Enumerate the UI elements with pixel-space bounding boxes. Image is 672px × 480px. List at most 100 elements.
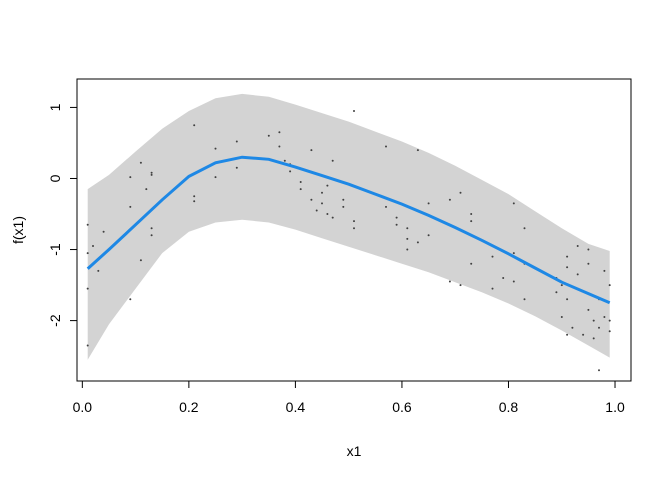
x-axis: 0.0 0.2 0.4 0.6 0.8 1.0 [73,380,625,415]
data-point [129,176,132,179]
y-axis: -2 -1 0 1 [47,103,78,327]
data-point [353,110,355,112]
data-point [193,200,196,203]
data-point [491,255,494,258]
x-tick-label: 0.0 [73,399,93,415]
data-point [470,213,473,215]
data-point [310,149,313,152]
y-axis-title: f(x1) [10,216,26,244]
data-point [385,205,387,208]
data-point [448,280,451,283]
data-point [235,166,238,169]
data-point [502,277,505,279]
data-point [326,184,329,187]
x-axis-title: x1 [347,443,362,459]
data-point [86,252,89,255]
data-point [512,252,515,255]
data-point [459,284,462,287]
data-point [97,269,100,272]
x-tick-label: 1.0 [605,399,625,415]
data-point [326,213,329,215]
data-point [385,145,387,148]
data-point [512,202,515,205]
data-point [523,227,526,230]
data-point [406,227,409,230]
data-point [608,284,611,287]
data-point [571,326,574,329]
data-point [512,280,515,283]
data-point [608,319,611,322]
data-point [587,308,590,311]
data-point [193,195,196,198]
data-point [150,171,153,174]
data-point [267,134,270,137]
data-point [342,205,345,208]
data-point [86,287,89,290]
confidence-band [87,93,610,360]
data-point [576,245,579,247]
data-point [150,234,153,237]
data-point [555,291,558,294]
data-point [470,220,473,223]
data-point [86,344,89,347]
data-point [331,159,334,162]
data-point [587,262,590,265]
data-point [129,298,132,301]
y-tick-label: 0 [47,174,63,182]
y-tick-label: 1 [47,103,63,111]
data-point [566,266,569,269]
data-point [353,220,355,223]
data-point [86,223,89,226]
x-tick-label: 0.2 [179,399,199,415]
data-point [278,131,281,134]
data-point [427,234,430,237]
data-point [214,147,217,150]
data-point [145,188,148,191]
data-point [283,159,286,162]
data-point [129,205,132,208]
data-point [470,262,473,265]
data-point [395,223,398,226]
data-point [278,145,281,148]
data-point [139,259,142,262]
data-point [331,216,334,219]
data-point [560,316,563,318]
data-point [315,209,318,212]
data-point [150,173,153,176]
y-tick-label: -1 [47,243,63,256]
data-point [587,248,590,251]
data-point [353,227,355,230]
data-point [310,198,313,201]
data-point [150,227,153,230]
data-point [491,287,494,290]
data-point [608,330,611,333]
x-tick-label: 0.4 [286,399,306,415]
data-point [603,269,606,272]
data-point [448,198,451,201]
data-point [406,237,409,240]
data-point [592,337,595,340]
data-point [598,326,600,329]
data-point [459,191,462,194]
data-point [582,333,585,336]
data-point [592,319,595,322]
data-point [395,216,398,219]
y-tick-label: -2 [47,314,63,327]
data-point [235,140,238,143]
data-point [523,298,526,301]
data-point [566,298,569,301]
data-point [427,202,430,205]
fit-line [86,155,611,305]
x-tick-label: 0.6 [392,399,412,415]
data-point [598,369,600,372]
data-point [289,170,292,173]
data-point [406,248,409,251]
data-point [566,333,569,336]
data-point [299,188,302,191]
data-point [321,202,323,205]
data-point [342,198,345,201]
data-point [193,124,196,127]
x-tick-label: 0.8 [499,399,519,415]
data-point [566,255,569,258]
